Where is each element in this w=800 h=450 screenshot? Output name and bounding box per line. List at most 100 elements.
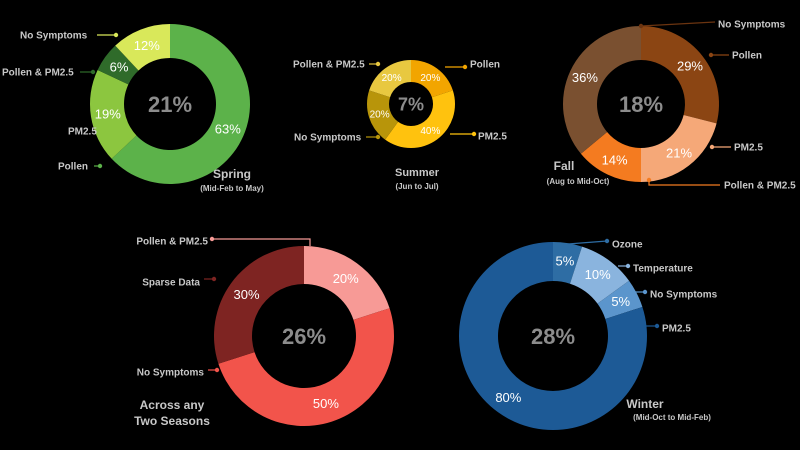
two-seasons-slice-value-pollen-pm2-5: 20% xyxy=(333,271,359,286)
fall-leader-dot-pollen xyxy=(708,52,714,58)
two-seasons-title: Across any xyxy=(140,398,205,412)
fall-leader-dot-pollen-pm2-5 xyxy=(646,177,652,183)
winter-slice-value-pm2-5: 80% xyxy=(495,390,521,405)
winter-slice-value-no-symptoms: 5% xyxy=(611,294,630,309)
spring-slice-no-symptoms xyxy=(115,23,170,71)
two-seasons-donut-chart: 20% 50% 30% 26% Pollen & PM2.5 Sparse Data No … xyxy=(134,236,395,428)
summer-leader-dot-pollen xyxy=(462,64,468,70)
summer-slice-value-pm2-5: 40% xyxy=(420,126,440,137)
fall-legend-label-pm2-5: PM2.5 xyxy=(734,143,763,154)
spring-title: Spring xyxy=(213,167,251,181)
spring-donut-chart: 63% 19% 6% 12% 21% Pollen PM2.5 Pollen & PM2.5 N… xyxy=(2,23,264,193)
two-seasons-leader-dot-sparse-data xyxy=(211,276,217,282)
fall-legend-label-pollen-pm2-5: Pollen & PM2.5 xyxy=(724,181,796,192)
two-seasons-subtitle: Two Seasons xyxy=(134,414,210,428)
spring-legend-label-pm2-5: PM2.5 xyxy=(68,127,97,138)
fall-slice-pollen xyxy=(641,26,719,124)
summer-legend-label-no-symptoms: No Symptoms xyxy=(294,133,362,144)
two-seasons-slice-no-symptoms xyxy=(218,308,395,426)
winter-legend-label-temperature: Temperature xyxy=(633,264,693,275)
summer-slice-no-symptoms xyxy=(367,90,399,140)
winter-slice-value-temperature: 10% xyxy=(585,267,611,282)
two-seasons-leader-dot-no-symptoms xyxy=(214,367,220,373)
winter-slice-temperature xyxy=(569,246,630,304)
two-seasons-legend-label-sparse-data: Sparse Data xyxy=(142,278,200,289)
summer-slice-pollen-pm2-5 xyxy=(369,60,411,98)
spring-leader-dot-pollen-pm2-5 xyxy=(90,69,96,75)
spring-leader-dot-pm2-5 xyxy=(100,128,106,134)
summer-slice-pm2-5 xyxy=(385,90,456,149)
fall-slice-value-pollen-pm2-5: 14% xyxy=(602,153,628,168)
two-seasons-slice-value-no-symptoms: 50% xyxy=(313,396,339,411)
summer-donut-chart: 20% 40% 20% 20% 7% Pollen PM2.5 No Symptoms Poll… xyxy=(293,60,507,192)
winter-legend-label-no-symptoms: No Symptoms xyxy=(650,290,718,301)
two-seasons-slice-value-sparse-data: 30% xyxy=(234,287,260,302)
summer-center-value: 7% xyxy=(398,94,424,114)
fall-leader-dot-pm2-5 xyxy=(709,144,715,150)
winter-leader-dot-no-symptoms xyxy=(642,289,648,295)
spring-legend-label-pollen-pm2-5: Pollen & PM2.5 xyxy=(2,68,74,79)
winter-leader-dot-pm2-5 xyxy=(654,323,660,329)
summer-slice-pollen xyxy=(411,60,453,98)
fall-donut-chart: 29% 21% 14% 36% 18% No Symptoms Pollen PM2.5 Pol… xyxy=(547,20,796,192)
fall-slice-other xyxy=(563,26,641,154)
summer-slice-value-no-symptoms: 20% xyxy=(370,110,390,121)
spring-slice-value-pollen: 63% xyxy=(215,122,241,137)
summer-leader-dot-pollen-pm2-5 xyxy=(375,61,381,67)
summer-title: Summer xyxy=(395,167,440,179)
spring-slice-value-pollen-pm2-5: 6% xyxy=(110,60,129,75)
spring-center-value: 21% xyxy=(148,92,192,117)
summer-subtitle: (Jun to Jul) xyxy=(395,182,438,191)
spring-slice-pollen xyxy=(111,24,251,184)
two-seasons-leader-dot-pollen-pm2-5 xyxy=(209,236,215,242)
fall-slice-pm2-5 xyxy=(641,114,717,182)
fall-legend-label-pollen: Pollen xyxy=(732,51,762,62)
summer-legend-label-pollen-pm2-5: Pollen & PM2.5 xyxy=(293,60,365,71)
winter-legend-label-ozone: Ozone xyxy=(612,240,643,251)
winter-slice-no-symptoms xyxy=(597,280,643,320)
summer-leader-dot-pm2-5 xyxy=(471,131,477,137)
fall-subtitle: (Aug to Mid-Oct) xyxy=(547,177,610,186)
fall-leader-dot-no-symptoms xyxy=(638,23,644,29)
two-seasons-slice-pollen-pm2-5 xyxy=(304,246,390,320)
spring-subtitle: (Mid-Feb to May) xyxy=(200,184,264,193)
spring-legend-label-no-symptoms: No Symptoms xyxy=(20,31,88,42)
fall-legend-label-no-symptoms: No Symptoms xyxy=(718,20,786,31)
two-seasons-slice-sparse-data xyxy=(213,246,304,364)
spring-leader-dot-pollen xyxy=(97,163,103,169)
winter-subtitle: (Mid-Oct to Mid-Feb) xyxy=(633,413,711,422)
two-seasons-center-value: 26% xyxy=(282,324,326,349)
fall-slice-pollen-pm2-5 xyxy=(580,132,641,182)
winter-legend-label-pm2-5: PM2.5 xyxy=(662,324,691,335)
fall-leader-line-no-symptoms xyxy=(640,21,716,27)
summer-slice-value-pollen-pm2-5: 20% xyxy=(382,73,402,84)
winter-slice-pm2-5 xyxy=(458,242,647,430)
winter-title: Winter xyxy=(626,397,664,411)
fall-leader-line-pollen-pm2-5 xyxy=(648,180,720,186)
winter-leader-dot-ozone xyxy=(604,238,610,244)
fall-slice-value-pollen: 29% xyxy=(677,59,703,74)
fall-title: Fall xyxy=(554,159,575,173)
summer-leader-dot-no-symptoms xyxy=(375,134,381,140)
fall-slice-value-pm2-5: 21% xyxy=(666,146,692,161)
winter-slice-value-ozone: 5% xyxy=(555,253,574,268)
spring-legend-label-pollen: Pollen xyxy=(58,162,88,173)
summer-legend-label-pm2-5: PM2.5 xyxy=(478,132,507,143)
winter-leader-dot-temperature xyxy=(625,263,631,269)
winter-center-value: 28% xyxy=(531,324,575,349)
two-seasons-legend-label-pollen-pm2-5: Pollen & PM2.5 xyxy=(136,237,208,248)
summer-slice-value-pollen: 20% xyxy=(420,73,440,84)
two-seasons-legend-label-no-symptoms: No Symptoms xyxy=(137,368,205,379)
spring-leader-dot-no-symptoms xyxy=(113,32,119,38)
fall-slice-value-other: 36% xyxy=(572,70,598,85)
winter-slice-ozone xyxy=(553,242,583,284)
fall-center-value: 18% xyxy=(619,92,663,117)
winter-leader-line-ozone xyxy=(567,240,608,245)
spring-slice-pm2-5 xyxy=(90,69,137,159)
spring-slice-value-no-symptoms: 12% xyxy=(134,38,160,53)
spring-slice-value-pm2-5: 19% xyxy=(95,106,121,121)
spring-slice-pollen-pm2-5 xyxy=(97,45,139,85)
two-seasons-leader-line-pollen-pm2-5 xyxy=(212,238,311,246)
